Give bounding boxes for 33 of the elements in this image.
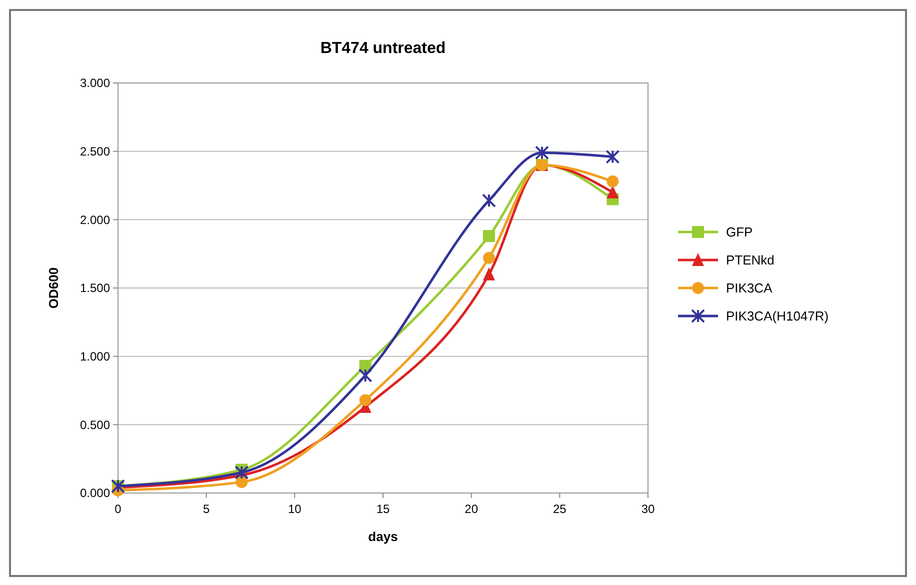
legend-label: PIK3CA(H1047R) (726, 308, 829, 324)
legend-label: PTENkd (726, 252, 774, 268)
chart-title: BT474 untreated (320, 40, 446, 57)
point (606, 185, 619, 198)
y-tick-label: 2.000 (80, 212, 110, 227)
point (483, 252, 495, 264)
y-tick-label: 0.500 (80, 418, 110, 432)
x-tick-label: 5 (202, 502, 210, 516)
x-tick-label: 25 (552, 502, 567, 516)
legend-label: GFP (726, 224, 753, 240)
x-tick-label: 10 (288, 502, 302, 516)
point (482, 194, 496, 208)
point (359, 394, 372, 406)
point (606, 150, 620, 164)
y-tick-label: 2.500 (80, 144, 110, 159)
y-tick-label: 3.000 (80, 76, 110, 90)
x-tick-label: 0 (114, 502, 122, 516)
point (483, 230, 495, 242)
point (234, 466, 249, 480)
point (606, 175, 619, 188)
x-tick-label: 15 (376, 502, 390, 516)
y-tick-label: 1.000 (80, 350, 110, 364)
point (236, 476, 248, 488)
point (358, 368, 372, 382)
x-tick-label: 30 (641, 502, 655, 516)
x-axis-title: days (368, 529, 398, 544)
legend-label: PIK3CA (726, 280, 773, 296)
point (535, 146, 549, 160)
x-tick-label: 20 (464, 502, 478, 516)
y-tick-label: 1.500 (80, 281, 110, 296)
y-axis-title: OD600 (46, 267, 61, 309)
point (483, 267, 495, 280)
y-tick-label: 0.000 (80, 486, 110, 500)
